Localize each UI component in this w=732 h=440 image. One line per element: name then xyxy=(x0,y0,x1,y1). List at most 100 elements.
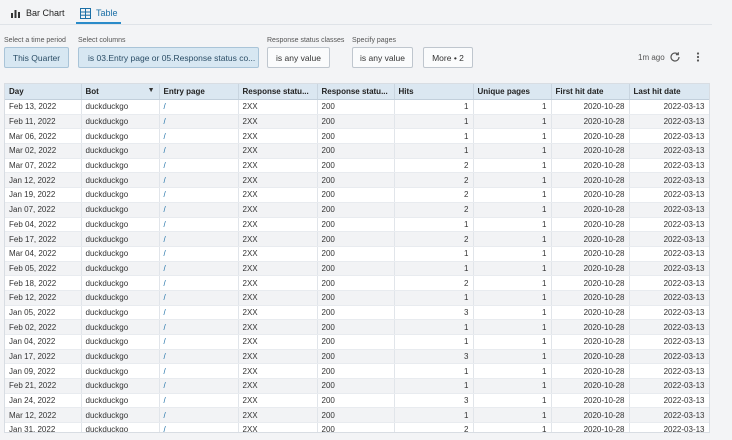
table-cell: duckduckgo xyxy=(81,319,160,335)
table-cell[interactable]: / xyxy=(159,143,239,159)
table-cell[interactable]: / xyxy=(159,393,239,409)
column-header-label: Last hit date xyxy=(633,87,681,96)
table-cell[interactable]: / xyxy=(159,349,239,365)
column-header[interactable]: Response statu... xyxy=(317,84,395,100)
table-cell: 1 xyxy=(473,319,552,335)
table-cell[interactable]: / xyxy=(159,217,239,233)
table-cell[interactable]: / xyxy=(159,231,239,247)
column-header[interactable]: Hits xyxy=(394,84,474,100)
table-cell: 1 xyxy=(473,202,552,218)
table-cell: duckduckgo xyxy=(81,143,160,159)
column-header[interactable]: Entry page xyxy=(159,84,239,100)
table-cell[interactable]: / xyxy=(159,422,239,432)
view-tabs: Bar Chart Table xyxy=(0,0,712,25)
pages-label: Specify pages xyxy=(352,37,396,44)
table-cell: duckduckgo xyxy=(81,393,160,409)
column-header[interactable]: Response statu... xyxy=(238,84,318,100)
table-cell[interactable]: / xyxy=(159,246,239,262)
table-cell: 2022-03-13 xyxy=(629,290,709,306)
table-cell: 2022-03-13 xyxy=(629,172,709,189)
table-cell[interactable]: / xyxy=(159,114,239,130)
response-status-label: Response status classes xyxy=(267,37,345,44)
table-cell: duckduckgo xyxy=(81,158,160,174)
table-cell: duckduckgo xyxy=(81,187,160,203)
table-cell[interactable]: / xyxy=(159,158,239,174)
table-cell: 1 xyxy=(473,334,552,350)
table-cell: duckduckgo xyxy=(81,217,160,233)
table-cell: 1 xyxy=(473,363,552,380)
table-cell[interactable]: / xyxy=(159,319,239,335)
tab-label: Table xyxy=(96,8,118,18)
column-header-label: Response statu... xyxy=(321,87,388,96)
table-cell[interactable]: / xyxy=(159,378,239,394)
table-row: Feb 21, 2022 duckduckgo/2XX 200 1 1 2020-10-2… xyxy=(5,378,709,394)
column-header[interactable]: Bot ▼ xyxy=(81,84,160,100)
table-cell[interactable]: / xyxy=(159,172,239,189)
response-status-filter[interactable]: is any value xyxy=(267,47,330,68)
table-cell[interactable]: / xyxy=(159,202,239,218)
table-cell: Mar 06, 2022 xyxy=(5,128,82,145)
table-cell: 200 xyxy=(317,334,395,350)
table-cell: 1 xyxy=(473,114,552,130)
table-cell: Feb 21, 2022 xyxy=(5,378,82,394)
table-cell: duckduckgo xyxy=(81,172,160,189)
column-header[interactable]: First hit date xyxy=(551,84,630,100)
table-cell: Feb 02, 2022 xyxy=(5,319,82,335)
table-cell: 200 xyxy=(317,202,395,218)
table-cell: duckduckgo xyxy=(81,275,160,291)
table-cell[interactable]: / xyxy=(159,334,239,350)
table-cell[interactable]: / xyxy=(159,290,239,306)
table-cell: duckduckgo xyxy=(81,378,160,394)
tab-table[interactable]: Table xyxy=(79,4,118,22)
table-row: Feb 12, 2022 duckduckgo/2XX 200 1 1 2020-10-2… xyxy=(5,290,709,306)
table-cell: duckduckgo xyxy=(81,128,160,145)
table-cell: 2XX xyxy=(238,407,318,424)
table-cell: 2020-10-28 xyxy=(551,407,630,424)
table-cell: 2022-03-13 xyxy=(629,231,709,247)
more-options-icon[interactable] xyxy=(693,50,703,64)
table-cell: 2022-03-13 xyxy=(629,305,709,321)
table-row: Feb 11, 2022 duckduckgo/2XX 200 1 1 2020-10-2… xyxy=(5,114,709,130)
column-header[interactable]: Day xyxy=(5,84,82,100)
table-cell: 200 xyxy=(317,231,395,247)
table-cell: 2022-03-13 xyxy=(629,393,709,409)
table-cell: duckduckgo xyxy=(81,246,160,262)
table-cell: 200 xyxy=(317,305,395,321)
table-cell: 2020-10-28 xyxy=(551,231,630,247)
chevron-down-icon[interactable]: ▼ xyxy=(147,87,155,94)
more-filters-button[interactable]: More • 2 xyxy=(423,47,473,68)
table-cell: 2020-10-28 xyxy=(551,217,630,233)
table-cell[interactable]: / xyxy=(159,261,239,277)
table-cell[interactable]: / xyxy=(159,275,239,291)
column-header[interactable]: Unique pages xyxy=(473,84,552,100)
tab-bar-chart[interactable]: Bar Chart xyxy=(9,4,65,22)
table-cell[interactable]: / xyxy=(159,363,239,380)
table-row: Jan 17, 2022 duckduckgo/2XX 200 3 1 2020-10-2… xyxy=(5,349,709,365)
table-cell: 200 xyxy=(317,290,395,306)
table-cell[interactable]: / xyxy=(159,99,239,115)
table-cell[interactable]: / xyxy=(159,407,239,424)
table-cell: Jan 12, 2022 xyxy=(5,172,82,189)
table-cell[interactable]: / xyxy=(159,187,239,203)
table-cell: 1 xyxy=(394,143,474,159)
table-cell: 2022-03-13 xyxy=(629,99,709,115)
table-cell: 2XX xyxy=(238,363,318,380)
table-cell: Feb 05, 2022 xyxy=(5,261,82,277)
table-cell: 1 xyxy=(473,275,552,291)
table-cell: 2XX xyxy=(238,319,318,335)
table-cell: 200 xyxy=(317,363,395,380)
table-cell[interactable]: / xyxy=(159,128,239,145)
pages-filter[interactable]: is any value xyxy=(352,47,413,68)
table-cell: Jan 07, 2022 xyxy=(5,202,82,218)
table-cell: 2020-10-28 xyxy=(551,261,630,277)
table-cell: 2 xyxy=(394,187,474,203)
table-header-row: Day Bot ▼ Entry page Response statu... Respon… xyxy=(5,84,709,100)
time-period-filter[interactable]: This Quarter xyxy=(4,47,69,68)
table-cell: duckduckgo xyxy=(81,261,160,277)
refresh-icon[interactable] xyxy=(668,50,682,64)
columns-filter[interactable]: is 03.Entry page or 05.Response status c… xyxy=(78,47,259,68)
table-cell: 2XX xyxy=(238,378,318,394)
table-cell[interactable]: / xyxy=(159,305,239,321)
column-header[interactable]: Last hit date xyxy=(629,84,709,100)
table-cell: 2022-03-13 xyxy=(629,114,709,130)
